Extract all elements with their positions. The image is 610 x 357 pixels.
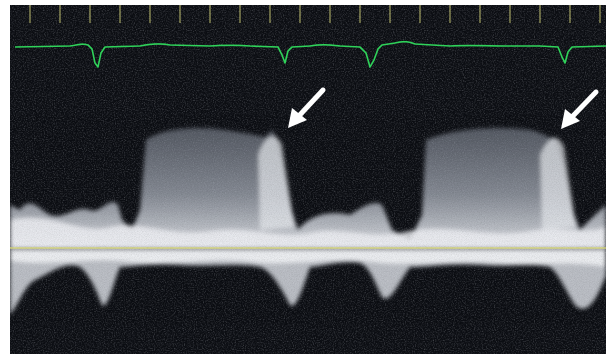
doppler-spectrum-image <box>10 5 606 354</box>
arrow-down-left-icon <box>561 89 599 129</box>
signal-grain <box>10 115 606 325</box>
ecg-trace <box>14 40 606 68</box>
timing-ticks <box>29 5 601 23</box>
arrow-down-left-icon <box>288 87 326 128</box>
doppler-image-frame <box>10 5 606 354</box>
